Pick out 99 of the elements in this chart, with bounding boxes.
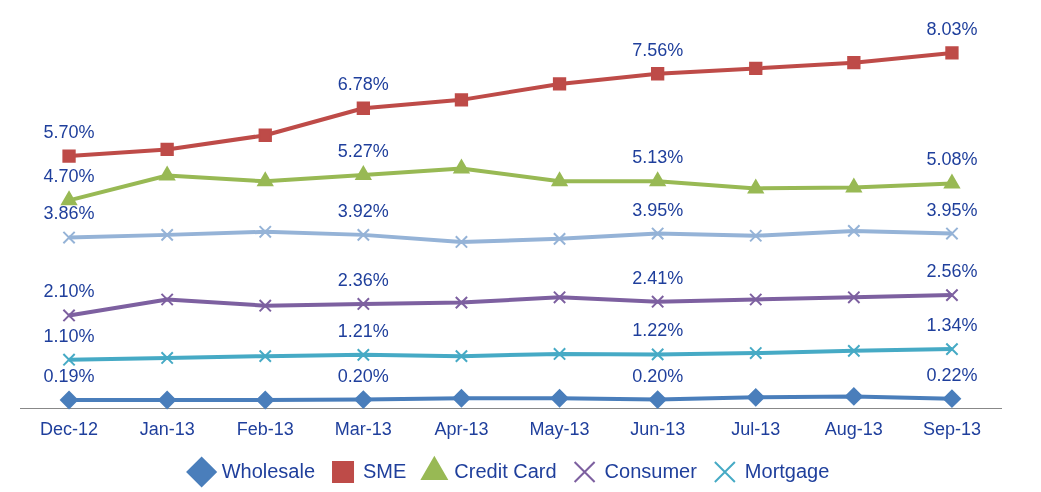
data-label: 1.10%: [43, 325, 95, 346]
legend-label: Consumer: [604, 459, 698, 482]
point: [60, 390, 79, 409]
point: [258, 128, 272, 142]
point: [256, 390, 275, 409]
point: [160, 228, 174, 242]
point: [454, 93, 469, 107]
point: [648, 390, 667, 409]
point: [258, 299, 272, 313]
point: [847, 344, 861, 358]
point: [62, 230, 76, 245]
legend-label: Mortgage: [744, 459, 830, 482]
data-label: 1.34%: [926, 315, 978, 336]
point: [258, 225, 272, 239]
point: [847, 290, 861, 304]
data-label: 0.22%: [926, 364, 978, 385]
point: [650, 347, 665, 362]
x-tick-label: Jun-13: [630, 419, 686, 440]
point: [356, 228, 371, 242]
point: [847, 56, 861, 70]
point: [942, 389, 961, 408]
data-label: 1.21%: [337, 320, 389, 341]
data-label: 3.92%: [337, 200, 389, 221]
x-tick-label: Dec-12: [40, 419, 99, 440]
point: [61, 191, 77, 206]
point: [62, 308, 76, 323]
data-label: 5.70%: [43, 122, 95, 143]
point: [159, 166, 176, 181]
point: [944, 174, 960, 189]
point: [552, 290, 567, 304]
point: [945, 46, 959, 60]
point: [749, 229, 763, 243]
point: [845, 178, 862, 193]
point: [452, 389, 471, 408]
point: [945, 342, 959, 356]
data-label: 0.19%: [43, 365, 95, 386]
point: [454, 235, 469, 249]
data-label: 3.95%: [926, 199, 978, 220]
data-label: 0.20%: [337, 365, 389, 386]
point: [453, 159, 470, 174]
x-tick-label: Feb-13: [236, 419, 294, 440]
point: [847, 224, 861, 238]
point: [258, 349, 272, 363]
data-label: 2.36%: [337, 269, 389, 290]
x-tick-label: Jul-13: [731, 419, 781, 440]
data-label: 3.86%: [43, 203, 95, 224]
data-label: 4.70%: [43, 166, 95, 187]
point: [551, 172, 568, 187]
x-tick-label: Sep-13: [922, 419, 981, 440]
legend-label: Credit Card: [454, 459, 557, 482]
data-label: 3.95%: [632, 199, 684, 220]
point: [945, 226, 959, 241]
point: [454, 295, 469, 310]
data-label: 2.41%: [632, 267, 684, 288]
data-label: 5.08%: [926, 149, 978, 170]
point: [650, 226, 665, 241]
x-tick-label: Aug-13: [824, 419, 883, 440]
x-tick-label: May-13: [529, 419, 590, 440]
point: [160, 142, 174, 157]
point: [552, 347, 567, 361]
point: [62, 353, 76, 367]
data-label: 7.56%: [632, 39, 684, 60]
data-label: 2.56%: [926, 261, 978, 282]
data-label: 6.78%: [337, 74, 389, 95]
point: [355, 166, 372, 181]
point: [356, 297, 371, 311]
point: [552, 232, 567, 246]
point: [62, 149, 76, 163]
point: [945, 288, 959, 302]
point: [550, 389, 569, 408]
point: [749, 292, 763, 307]
point: [747, 179, 764, 194]
point: [158, 390, 177, 409]
point: [650, 295, 665, 309]
point: [650, 67, 665, 81]
point: [746, 388, 765, 407]
x-tick-label: Apr-13: [434, 419, 489, 440]
point: [749, 61, 763, 76]
point: [257, 172, 274, 187]
point: [844, 387, 863, 406]
point: [649, 172, 666, 187]
data-label: 2.10%: [43, 281, 95, 302]
legend-label: Wholesale: [221, 459, 316, 482]
data-label: 8.03%: [926, 18, 978, 39]
x-tick-label: Mar-13: [334, 419, 392, 440]
point: [749, 346, 763, 360]
data-label: 5.13%: [632, 147, 684, 168]
point: [356, 348, 371, 362]
legend-label: SME: [363, 459, 407, 482]
point: [160, 351, 174, 365]
point: [356, 101, 371, 115]
data-label: 5.27%: [337, 141, 389, 162]
point: [552, 77, 567, 91]
point: [454, 349, 469, 363]
point: [160, 292, 174, 307]
data-label: 0.20%: [632, 365, 684, 386]
point: [354, 390, 373, 409]
x-tick-label: Jan-13: [139, 419, 195, 440]
data-label: 1.22%: [632, 320, 684, 341]
